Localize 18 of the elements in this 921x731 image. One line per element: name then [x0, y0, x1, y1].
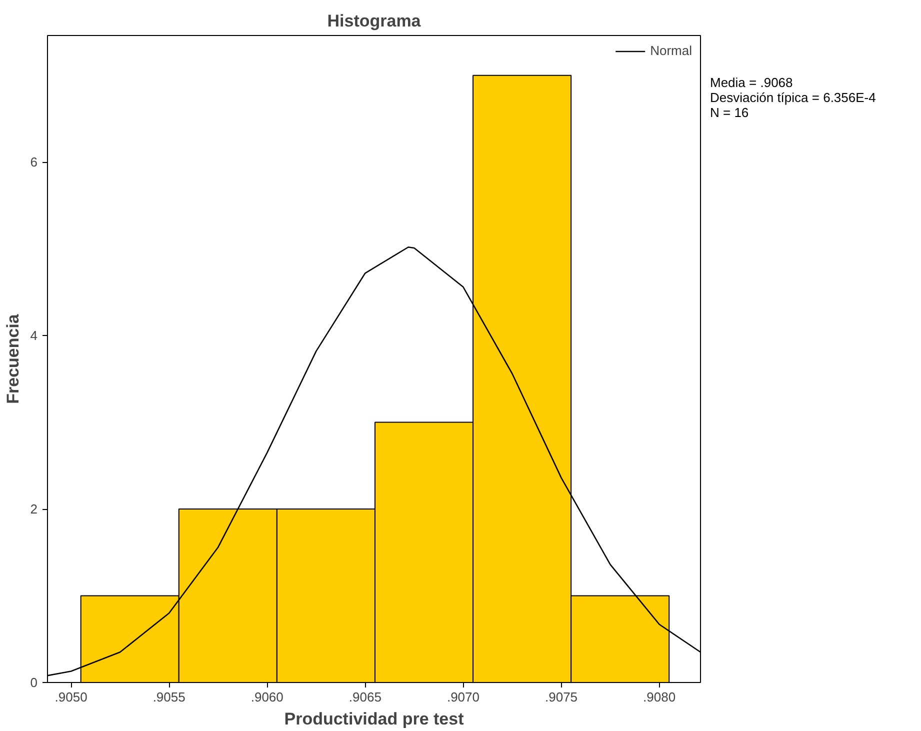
- x-tick-label: .9075: [545, 690, 578, 704]
- x-tick-label: .9055: [152, 690, 186, 704]
- y-axis-title: Frecuencia: [3, 314, 22, 404]
- x-tick-label: .9080: [643, 690, 676, 704]
- text: N = 16: [710, 105, 750, 120]
- x-tick-label: .9050: [54, 690, 88, 704]
- x-tick-label: .9060: [250, 690, 284, 704]
- legend-label: Normal: [650, 43, 692, 58]
- x-tick-label: .9065: [348, 690, 382, 704]
- x-axis-title: Productividad pre test: [284, 710, 464, 728]
- text: Media = .9068: [710, 75, 794, 90]
- y-tick-label: 2: [30, 502, 38, 517]
- y-tick-label: 4: [30, 328, 38, 344]
- text: Desviación típica = 6.356E-4: [710, 90, 876, 105]
- x-tick-label: .9070: [446, 690, 480, 704]
- y-tick-label: 6: [30, 154, 38, 170]
- chart-title: Histograma: [327, 12, 422, 30]
- y-tick-label: 0: [30, 675, 38, 690]
